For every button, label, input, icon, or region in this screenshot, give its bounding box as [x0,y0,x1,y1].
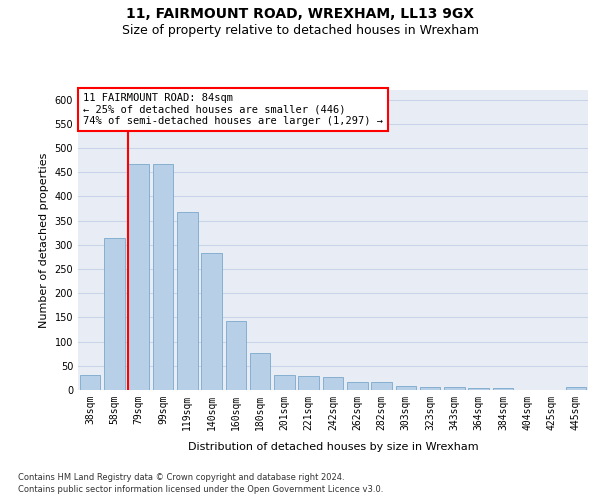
Bar [274,374,295,390]
Bar [226,321,246,390]
Bar [104,238,125,390]
Bar [298,376,319,390]
Text: Distribution of detached houses by size in Wrexham: Distribution of detached houses by size … [188,442,478,452]
Text: 11, FAIRMOUNT ROAD, WREXHAM, LL13 9GX: 11, FAIRMOUNT ROAD, WREXHAM, LL13 9GX [126,8,474,22]
Bar [493,388,514,390]
Bar [80,375,100,390]
Text: Contains HM Land Registry data © Crown copyright and database right 2024.: Contains HM Land Registry data © Crown c… [18,472,344,482]
Bar [152,164,173,390]
Bar [177,212,197,390]
Text: 11 FAIRMOUNT ROAD: 84sqm
← 25% of detached houses are smaller (446)
74% of semi-: 11 FAIRMOUNT ROAD: 84sqm ← 25% of detach… [83,93,383,126]
Text: Size of property relative to detached houses in Wrexham: Size of property relative to detached ho… [121,24,479,37]
Bar [323,377,343,390]
Y-axis label: Number of detached properties: Number of detached properties [39,152,49,328]
Bar [395,386,416,390]
Bar [128,164,149,390]
Bar [444,387,465,390]
Bar [420,386,440,390]
Text: Contains public sector information licensed under the Open Government Licence v3: Contains public sector information licen… [18,485,383,494]
Bar [566,387,586,390]
Bar [250,353,271,390]
Bar [371,382,392,390]
Bar [347,382,368,390]
Bar [469,388,489,390]
Bar [201,252,222,390]
